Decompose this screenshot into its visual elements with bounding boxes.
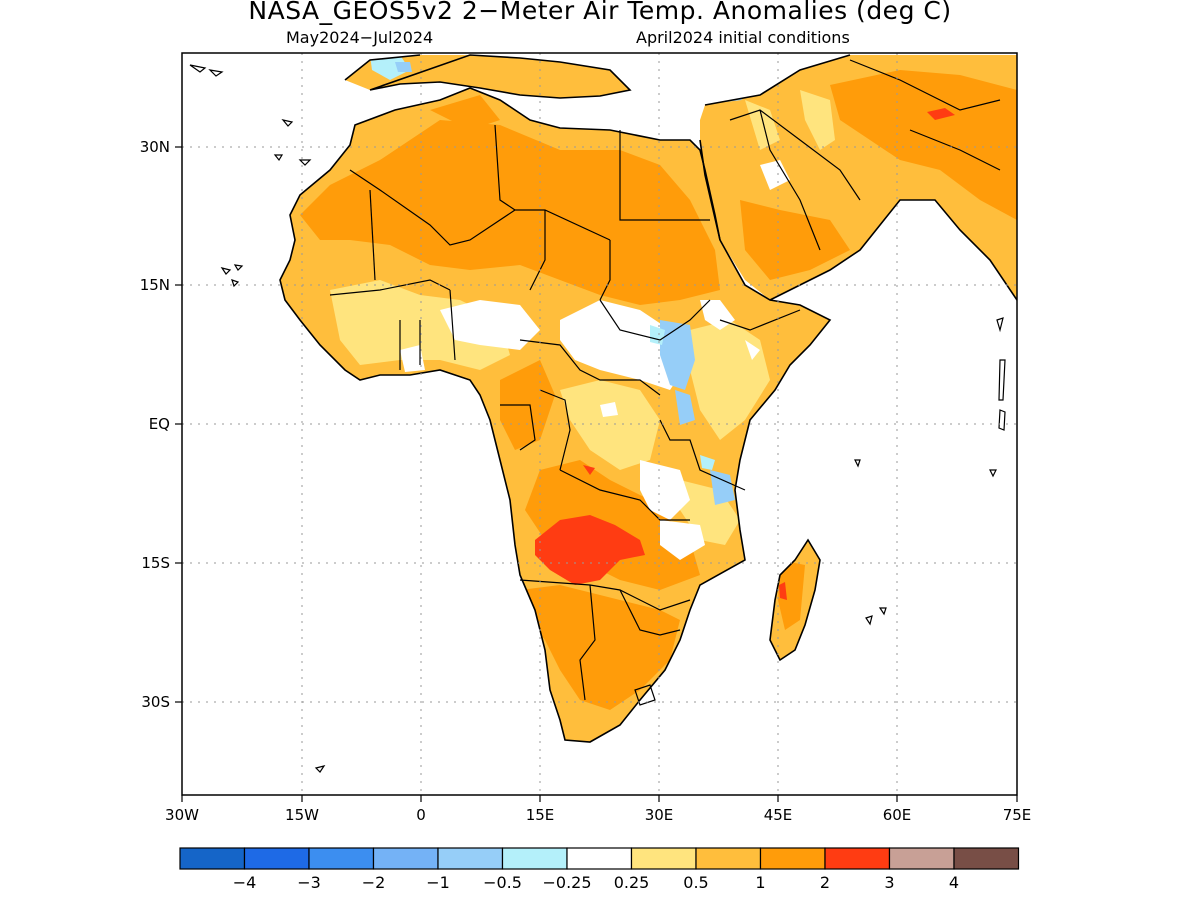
colorbar-label: −3 xyxy=(297,873,321,892)
colorbar-swatch xyxy=(437,847,504,870)
y-tick-label: 15S xyxy=(141,554,170,572)
colorbar-swatch xyxy=(630,847,697,870)
colorbar: −4 −3 −2 −1 −0.5 −0.25 0.25 0.5 1 2 3 4 xyxy=(179,847,1020,892)
colorbar-swatch xyxy=(759,847,826,870)
y-tick-label: 15N xyxy=(140,276,170,294)
period-label: May2024−Jul2024 xyxy=(286,28,434,47)
colorbar-swatch xyxy=(243,847,310,870)
y-tick-label: 30N xyxy=(140,138,170,156)
colorbar-label: 1 xyxy=(755,873,765,892)
x-tick-label: 60E xyxy=(883,806,912,824)
colorbar-swatch xyxy=(566,847,633,870)
colorbar-swatch xyxy=(372,847,439,870)
y-tick-label: EQ xyxy=(149,415,170,433)
islands xyxy=(189,64,1006,773)
y-tick-label: 30S xyxy=(141,693,170,711)
x-tick-label: 30W xyxy=(165,806,199,824)
coastlines xyxy=(279,54,1017,743)
colorbar-label: 2 xyxy=(820,873,830,892)
map-title: NASA_GEOS5v2 2−Meter Air Temp. Anomalies… xyxy=(248,0,952,25)
x-tick-label: 0 xyxy=(416,806,426,824)
colorbar-label: 0.5 xyxy=(683,873,708,892)
colorbar-label: −4 xyxy=(233,873,257,892)
colorbar-label: 4 xyxy=(949,873,959,892)
gridlines xyxy=(182,53,1017,795)
colorbar-swatch xyxy=(953,847,1020,870)
colorbar-swatch xyxy=(824,847,891,870)
colorbar-swatch xyxy=(179,847,246,870)
x-tick-label: 15W xyxy=(285,806,319,824)
colorbar-label: 3 xyxy=(884,873,894,892)
x-tick-label: 30E xyxy=(645,806,674,824)
colorbar-label: 0.25 xyxy=(614,873,650,892)
colorbar-label: −2 xyxy=(362,873,386,892)
x-tick-label: 45E xyxy=(764,806,793,824)
colorbar-swatch xyxy=(501,847,568,870)
colorbar-label: −0.25 xyxy=(542,873,591,892)
colorbar-label: −1 xyxy=(426,873,450,892)
colorbar-swatch xyxy=(308,847,375,870)
colorbar-swatch xyxy=(695,847,762,870)
x-tick-label: 75E xyxy=(1003,806,1032,824)
axis-ticks xyxy=(175,146,1018,802)
x-tick-label: 15E xyxy=(526,806,555,824)
colorbar-swatch xyxy=(888,847,955,870)
initial-conditions-label: April2024 initial conditions xyxy=(636,28,850,47)
colorbar-label: −0.5 xyxy=(483,873,522,892)
country-borders xyxy=(329,59,1001,706)
